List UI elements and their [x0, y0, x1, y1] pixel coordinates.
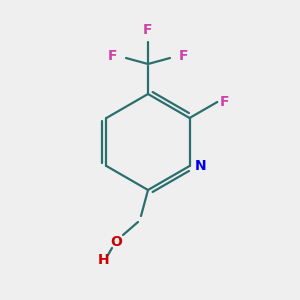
- Text: F: F: [143, 23, 153, 37]
- Text: F: F: [219, 95, 229, 109]
- Text: O: O: [110, 235, 122, 249]
- Text: F: F: [107, 49, 117, 63]
- Text: F: F: [179, 49, 188, 63]
- Text: N: N: [195, 159, 206, 173]
- Text: H: H: [98, 253, 110, 267]
